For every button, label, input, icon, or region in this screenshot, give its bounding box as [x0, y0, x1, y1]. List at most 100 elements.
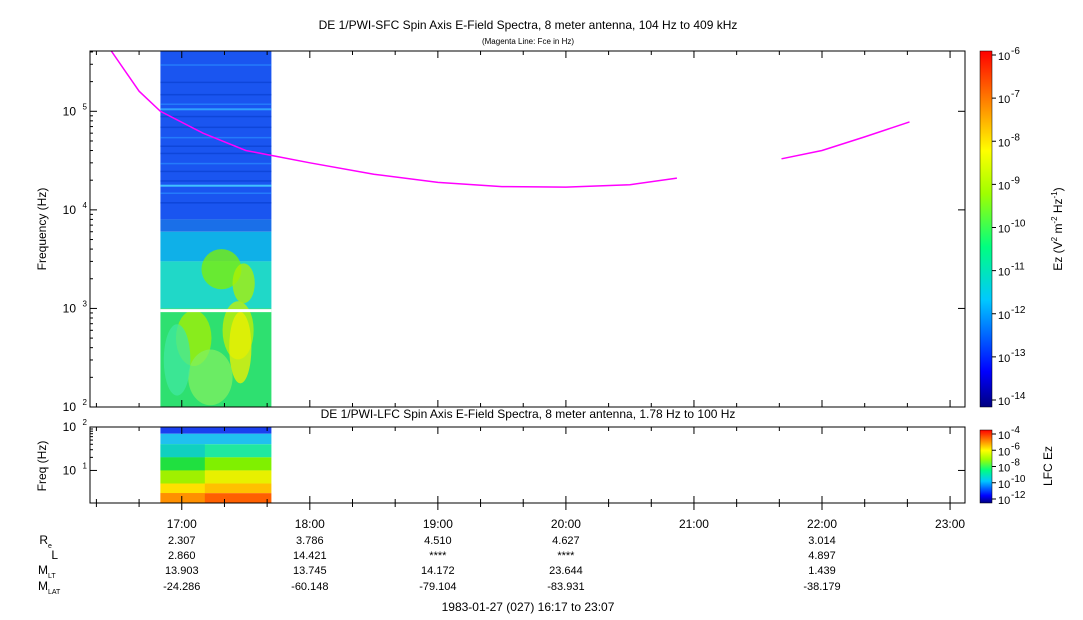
lfc-left-band-2 — [160, 470, 205, 484]
lfc-cb-tick-label-3: 10 — [998, 479, 1010, 491]
sfc-line-0 — [160, 64, 272, 66]
ephem-value-1-5: 4.897 — [808, 550, 836, 562]
lfc-colorbar — [979, 429, 993, 504]
lfc-y-tick-exp-0: 1 — [83, 461, 88, 470]
sfc-cb-tick-exp-3: -9 — [1011, 175, 1020, 186]
lfc-band-6 — [160, 493, 272, 503]
sfc-band-0 — [160, 51, 272, 220]
sfc-colorbar-label: Ez (V2 m-2 Hz-1) — [1050, 187, 1065, 270]
sfc-cb-tick-label-6: 10 — [998, 310, 1010, 322]
sfc-cb-tick-exp-2: -8 — [1011, 132, 1020, 143]
sfc-cb-tick-label-7: 10 — [998, 353, 1010, 365]
ephem-label-0: R — [39, 533, 48, 547]
sfc-cb-tick-label-0: 10 — [998, 51, 1010, 63]
ephem-value-0-2: 4.510 — [424, 535, 452, 547]
sfc-line-5 — [160, 126, 272, 129]
lfc-band-0 — [160, 427, 272, 434]
sfc-line-2 — [160, 93, 272, 96]
ephem-value-3-1: -60.148 — [291, 581, 328, 593]
lfc-plot-frame — [89, 426, 966, 504]
ephem-value-3-5: -38.179 — [803, 581, 840, 593]
sfc-blob-5 — [232, 263, 255, 304]
lfc-cb-tick-label-1: 10 — [998, 446, 1010, 458]
sfc-cb-tick-exp-7: -13 — [1011, 348, 1026, 359]
sfc-cb-tick-exp-4: -10 — [1011, 219, 1026, 230]
sfc-line-8 — [160, 152, 272, 155]
sfc-cb-tick-label-1: 10 — [998, 94, 1010, 106]
sfc-line-10 — [160, 170, 272, 173]
ephem-label-1: L — [51, 548, 58, 562]
sfc-band-1 — [160, 219, 272, 232]
lfc-y-axis-label: Freq (Hz) — [35, 441, 49, 492]
sfc-blob-2 — [229, 311, 252, 384]
sfc-y-ticks: 10 2 10 3 10 4 10 5 — [63, 51, 965, 414]
ephem-value-2-0: 13.903 — [165, 565, 199, 577]
sfc-blob-4 — [188, 349, 233, 406]
lfc-cb-tick-exp-1: -6 — [1011, 441, 1020, 452]
x-tick-label-5: 22:00 — [807, 517, 837, 531]
sfc-plot-frame — [89, 50, 966, 408]
fce-segment-1 — [781, 121, 910, 160]
sfc-line-7 — [160, 145, 272, 147]
sfc-cb-tick-label-8: 10 — [998, 396, 1010, 408]
x-tick-label-1: 18:00 — [295, 517, 325, 531]
sfc-spectrogram-data — [160, 51, 272, 407]
ephem-label-2: M — [38, 563, 48, 577]
lfc-cb-tick-label-4: 10 — [998, 495, 1010, 507]
sfc-colorbar — [979, 50, 993, 408]
ephem-value-2-1: 13.745 — [293, 565, 327, 577]
x-tick-label-2: 19:00 — [423, 517, 453, 531]
sfc-cb-tick-exp-8: -14 — [1011, 391, 1026, 402]
sfc-y-tick-exp-0: 2 — [83, 398, 88, 407]
ephem-value-0-3: 4.627 — [552, 535, 580, 547]
x-tick-label-3: 20:00 — [551, 517, 581, 531]
ephem-value-1-0: 2.860 — [168, 550, 196, 562]
lfc-y-tick-exp-1: 2 — [83, 418, 88, 427]
ephem-value-2-2: 14.172 — [421, 565, 455, 577]
lfc-spectrogram-data — [160, 427, 272, 503]
sfc-data-gap — [160, 309, 272, 313]
lfc-y-ticks: 10 1 10 2 — [63, 418, 965, 477]
ephem-value-3-3: -83.931 — [547, 581, 584, 593]
ephem-value-0-0: 2.307 — [168, 535, 196, 547]
sfc-cb-tick-exp-6: -12 — [1011, 305, 1026, 316]
ephem-value-3-0: -24.286 — [163, 581, 200, 593]
lfc-left-band-1 — [160, 457, 205, 471]
sfc-line-1 — [160, 81, 272, 84]
sfc-line-4 — [160, 115, 272, 118]
lfc-band-1 — [160, 433, 272, 445]
ephem-value-3-2: -79.104 — [419, 581, 456, 593]
ephem-label-sub-2: LT — [48, 573, 56, 580]
ephem-value-2-5: 1.439 — [808, 565, 836, 577]
sfc-line-13 — [160, 202, 272, 204]
sfc-line-bright — [160, 184, 272, 187]
lfc-y-tick-label-1: 10 — [63, 420, 77, 434]
sfc-cb-tick-label-2: 10 — [998, 137, 1010, 149]
lfc-band-5 — [160, 483, 272, 494]
sfc-line-12 — [160, 192, 272, 195]
ephem-label-sub-3: LAT — [48, 589, 61, 596]
lfc-y-tick-label-0: 10 — [63, 463, 77, 477]
lfc-chart-title: DE 1/PWI-LFC Spin Axis E-Field Spectra, … — [321, 407, 736, 421]
sfc-cb-tick-exp-5: -11 — [1011, 262, 1025, 273]
ephem-value-2-3: 23.644 — [549, 565, 583, 577]
sfc-line-bright-2 — [160, 108, 272, 111]
sfc-y-tick-exp-2: 4 — [83, 201, 88, 210]
sfc-y-tick-label-2: 10 — [63, 203, 77, 217]
ephem-value-0-1: 3.786 — [296, 535, 324, 547]
sfc-y-tick-exp-1: 3 — [83, 299, 88, 308]
sfc-y-tick-label-0: 10 — [63, 400, 77, 414]
x-tick-label-6: 23:00 — [935, 517, 965, 531]
sfc-y-tick-exp-3: 5 — [83, 102, 88, 111]
sfc-blob-0 — [201, 249, 242, 290]
time-axis-ticks: 17:00 18:00 19:00 20:00 21:00 22:00 23:00 — [95, 51, 965, 531]
sfc-cb-tick-label-4: 10 — [998, 224, 1010, 236]
ephem-label-sub-0: e — [48, 543, 52, 550]
lfc-cb-tick-label-0: 10 — [998, 430, 1010, 442]
ephem-value-1-1: 14.421 — [293, 550, 327, 562]
sfc-cb-tick-label-3: 10 — [998, 180, 1010, 192]
sfc-blob-6 — [163, 324, 191, 396]
